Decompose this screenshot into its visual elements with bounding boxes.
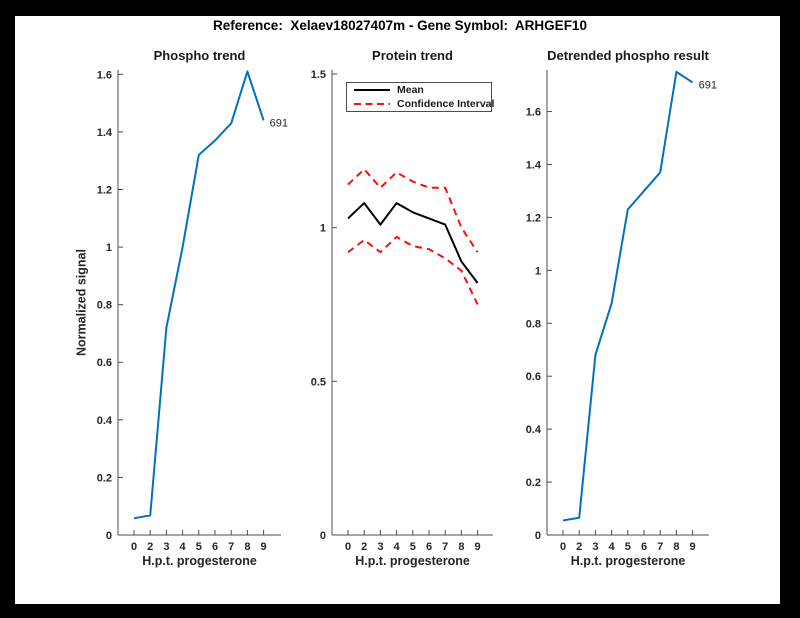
subplot1-ytick-label: 0.6: [97, 357, 112, 369]
subplot3-xlabel: H.p.t. progesterone: [570, 554, 686, 568]
subplot3-ytick-label: 0.6: [526, 371, 541, 383]
subplot1-ytick-label: 0: [106, 530, 112, 542]
subplot2-xtick-label: 6: [426, 541, 432, 553]
subplot3-ytick-label: 0: [535, 530, 541, 542]
subplot2-ytick-label: 0: [320, 530, 326, 542]
subplot2-series-0: [347, 202, 479, 284]
subplot3-xtick-label: 9: [690, 541, 696, 553]
subplot1-ytick-label: 0.8: [97, 300, 112, 312]
subplot3-xtick-label: 7: [657, 541, 663, 553]
subplot2-xtick-label: 5: [410, 541, 416, 553]
subplot1-xtick-label: 7: [228, 541, 234, 553]
subplot3-ytick-label: 0.2: [526, 477, 541, 489]
subplot1-xtick-label: 4: [180, 541, 187, 553]
subplot2-xlabel: H.p.t. progesterone: [355, 554, 470, 568]
subplot3-ytick-label: 0.8: [526, 318, 541, 330]
subplot2-xtick-label: 7: [442, 541, 448, 553]
mean-line-sample: [354, 89, 390, 91]
subplot3-ytick-label: 1.2: [526, 212, 541, 224]
subplot2-xtick-label: 0: [345, 541, 351, 553]
legend-entry-confidence-interval: Confidence Interval: [347, 97, 495, 111]
subplot3-ytick-label: 1: [535, 265, 541, 277]
subplot1-ytick-label: 1.6: [97, 69, 112, 81]
subplot1-xtick-label: 0: [131, 541, 137, 553]
subplot1-ytick-label: 1.4: [97, 127, 113, 139]
subplot1-xtick-label: 2: [147, 541, 153, 553]
subplot1-title: Phospho trend: [153, 48, 246, 63]
subplot2-title: Protein trend: [372, 48, 453, 63]
subplot3-title: Detrended phospho result: [547, 48, 709, 63]
legend-box: Mean Confidence Interval: [346, 82, 495, 112]
ci-line-sample: [354, 103, 390, 105]
subplot2-series-2: [347, 235, 479, 305]
subplot1-ytick-label: 0.4: [97, 415, 113, 427]
subplot2-ytick-label: 0.5: [311, 376, 326, 388]
subplot2-xtick-label: 2: [361, 541, 367, 553]
subplot1-ytick-label: 0.2: [97, 472, 112, 484]
subplot2-series-1: [347, 168, 479, 253]
figure-suptitle: Reference: Xelaev18027407m - Gene Symbol…: [213, 18, 587, 33]
subplot2-xtick-label: 3: [377, 541, 383, 553]
subplot3-end-annotation: 691: [699, 79, 717, 91]
subplot2-ytick-label: 1: [320, 223, 326, 235]
subplot1-series-0: [133, 70, 265, 520]
subplot3-xtick-label: 5: [625, 541, 631, 553]
subplot1-xtick-label: 3: [163, 541, 169, 553]
subplot3-ytick-label: 0.4: [526, 424, 542, 436]
subplot3-xtick-label: 4: [609, 541, 616, 553]
subplot3-xtick-label: 8: [673, 541, 679, 553]
subplot3-xtick-label: 2: [576, 541, 582, 553]
subplot3-xtick-label: 0: [560, 541, 566, 553]
subplot3-ytick-label: 1.6: [526, 107, 541, 119]
subplot1-xtick-label: 9: [261, 541, 267, 553]
subplot2-ytick-label: 1.5: [311, 69, 326, 81]
legend-label-confidence-interval: Confidence Interval: [397, 98, 495, 110]
subplot3-xtick-label: 3: [592, 541, 598, 553]
subplot1-xlabel: H.p.t. progesterone: [142, 554, 257, 568]
figure-canvas: [15, 16, 780, 604]
subplot3-series-0: [562, 70, 694, 522]
subplot2-xtick-label: 9: [475, 541, 481, 553]
subplot1-xtick-label: 5: [196, 541, 202, 553]
subplot1-ytick-label: 1.2: [97, 184, 112, 196]
subplot2-xtick-label: 8: [458, 541, 464, 553]
legend-label-mean: Mean: [397, 84, 424, 96]
subplot1-ytick-label: 1: [106, 242, 112, 254]
subplot1-xtick-label: 6: [212, 541, 218, 553]
subplot1-end-annotation: 691: [270, 117, 288, 129]
subplot3-xtick-label: 6: [641, 541, 647, 553]
legend-entry-mean: Mean: [347, 83, 491, 97]
subplot1-xtick-label: 8: [244, 541, 250, 553]
subplot3-ytick-label: 1.4: [526, 159, 542, 171]
subplot2-xtick-label: 4: [394, 541, 401, 553]
